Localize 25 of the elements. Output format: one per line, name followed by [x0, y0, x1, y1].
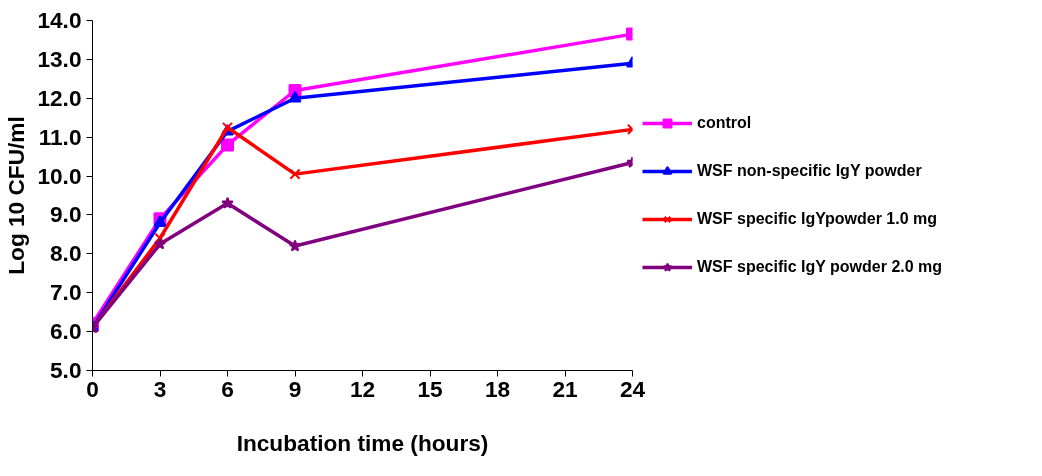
y-tick-label: 6.0 [50, 318, 82, 345]
x-tick-label: 9 [288, 375, 302, 402]
x-axis-title: Incubation time (hours) [236, 429, 489, 456]
y-tick-label: 12.0 [37, 84, 82, 111]
x-tick-label: 12 [349, 375, 376, 402]
y-tick-label: 14.0 [37, 7, 82, 33]
x-tick-label: 3 [153, 375, 167, 402]
x-tick-label: 0 [86, 375, 99, 402]
y-tick-label: 9.0 [50, 201, 82, 228]
legend-label: WSF non-specific IgY powder [697, 162, 922, 180]
y-tick-label: 11.0 [38, 123, 82, 150]
x-tick-label: 18 [484, 375, 511, 402]
legend-label: WSF specific IgY powder 2.0 mg [697, 258, 943, 276]
x-tick-label: 6 [221, 375, 234, 402]
x-tick-label: 15 [417, 375, 443, 402]
x-tick-label: 24 [619, 375, 646, 402]
y-tick-label: 8.0 [50, 240, 82, 267]
legend-label: control [697, 114, 752, 132]
y-axis-title: Log 10 CFU/ml [3, 116, 30, 275]
y-tick-label: 13.0 [37, 45, 82, 72]
y-tick-label: 5.0 [50, 357, 82, 383]
y-tick-label: 10.0 [37, 162, 82, 189]
x-tick-label: 21 [552, 375, 578, 402]
legend-label: WSF specific IgYpowder 1.0 mg [697, 210, 938, 228]
y-tick-label: 7.0 [50, 279, 82, 306]
